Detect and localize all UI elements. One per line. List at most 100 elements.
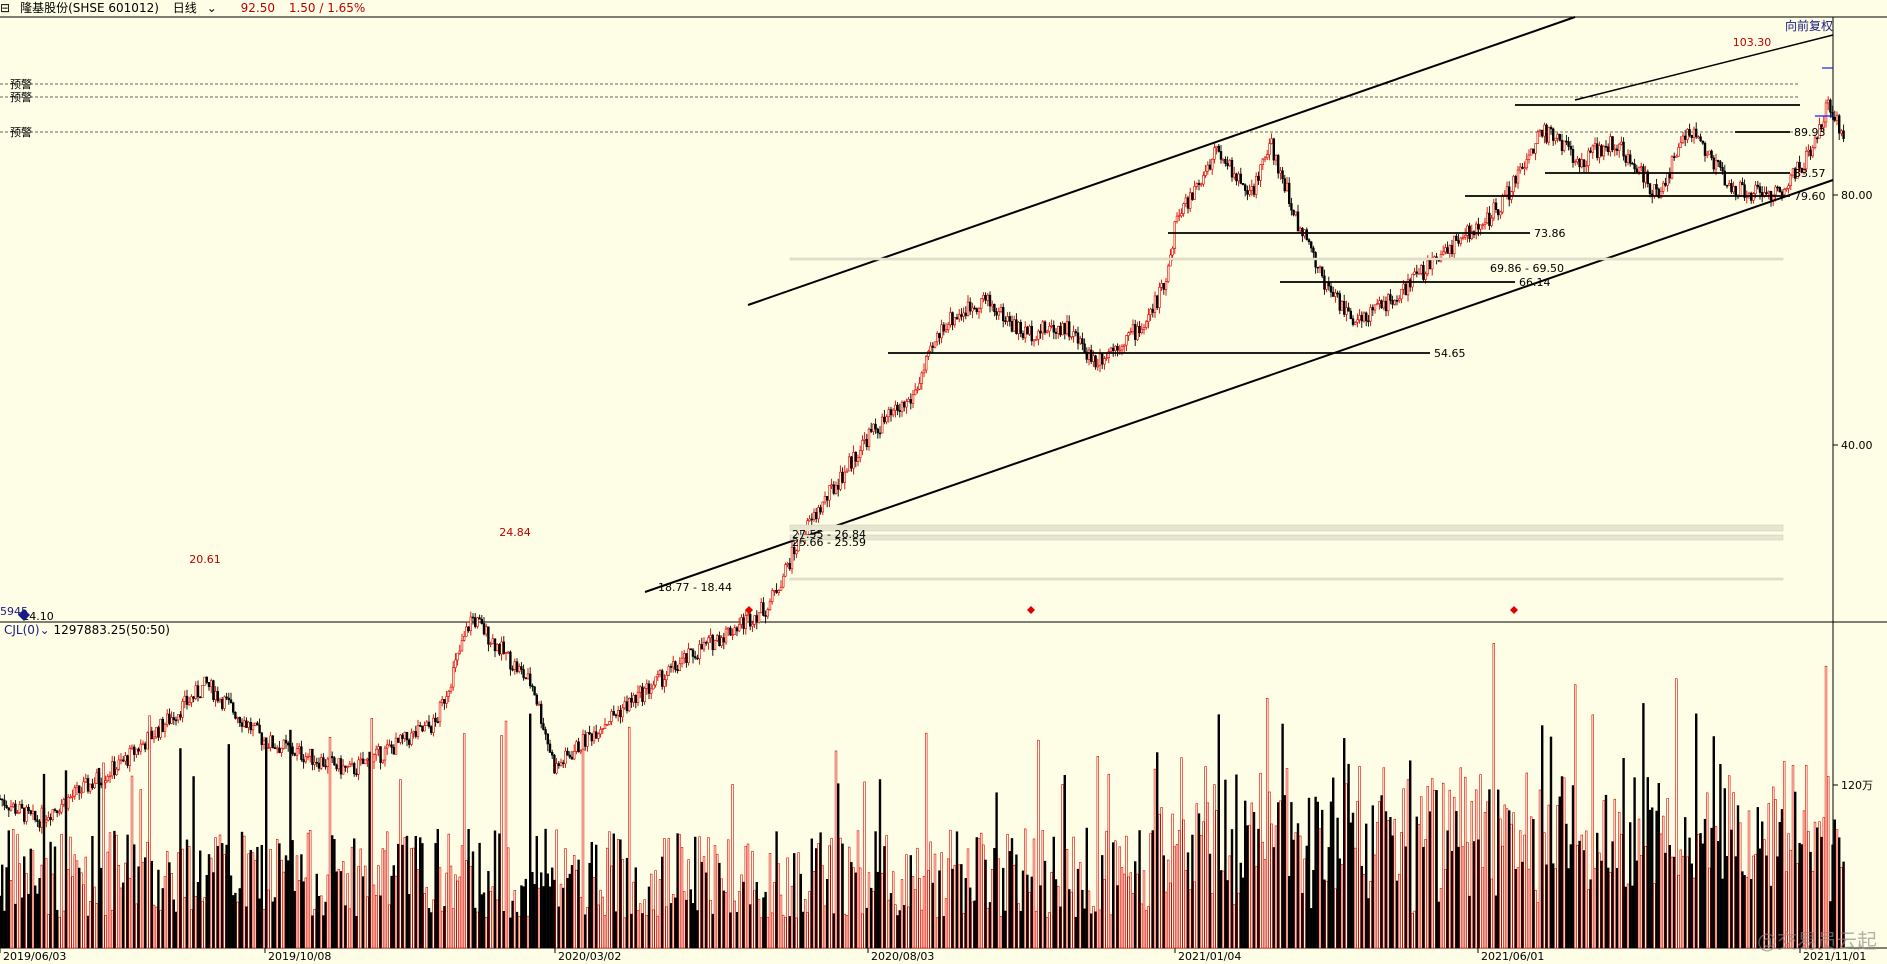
- volume-bar: [14, 903, 17, 949]
- candle-body: [1734, 186, 1738, 197]
- candle-body: [1635, 168, 1639, 173]
- volume-bar: [1213, 784, 1216, 949]
- chevron-down-icon[interactable]: ⌄: [39, 623, 50, 637]
- candle-body: [1400, 289, 1403, 300]
- candle-body: [850, 456, 853, 469]
- volume-bar: [1307, 797, 1311, 949]
- candle-body: [1758, 186, 1762, 193]
- volume-bar: [1167, 859, 1170, 949]
- candle-body: [869, 428, 873, 432]
- candle-body: [346, 766, 349, 768]
- candle-body: [874, 423, 877, 430]
- volume-bar: [1296, 823, 1300, 949]
- candle-body: [1118, 349, 1122, 352]
- peak-label: 103.30: [1733, 36, 1772, 49]
- volume-bar: [377, 865, 380, 949]
- volume-bar: [775, 831, 778, 949]
- volume-bar: [542, 886, 545, 949]
- x-tick-label: 2021/01/04: [1178, 950, 1241, 963]
- volume-bar: [669, 903, 673, 949]
- volume-bar: [1347, 763, 1350, 949]
- candle-body: [282, 739, 285, 749]
- volume-bar: [896, 915, 899, 949]
- x-tick-label: 2021/06/01: [1481, 950, 1544, 963]
- volume-bar: [1096, 756, 1100, 949]
- volume-bar: [440, 910, 444, 949]
- volume-bar: [1444, 869, 1447, 949]
- volume-bar: [667, 838, 671, 949]
- candle-body: [929, 345, 932, 352]
- candle-body: [91, 783, 94, 788]
- candle-body: [1659, 190, 1663, 198]
- volume-bar: [1519, 830, 1522, 949]
- volume-bar: [839, 837, 842, 949]
- candle-body: [693, 656, 697, 659]
- volume-bar: [883, 846, 886, 949]
- candle-body: [1409, 279, 1412, 288]
- volume-bar: [1050, 872, 1053, 949]
- volume-bar: [583, 914, 587, 949]
- volume-bar: [1681, 855, 1685, 949]
- volume-bar: [997, 858, 1001, 949]
- volume-bar: [841, 843, 844, 949]
- candle-body: [1653, 184, 1656, 197]
- volume-bar: [0, 895, 2, 949]
- candle-body: [1604, 145, 1608, 148]
- volume-bar: [792, 853, 796, 949]
- candle-body: [773, 589, 776, 592]
- settings-icon[interactable]: ⊟: [0, 1, 11, 15]
- candle-body: [1813, 137, 1817, 149]
- volume-bar: [385, 831, 389, 949]
- candle-body: [762, 602, 765, 616]
- volume-indicator[interactable]: CJL(0): [4, 623, 40, 637]
- candle-body: [1446, 247, 1449, 254]
- volume-bar: [401, 844, 404, 949]
- candle-body: [698, 644, 701, 659]
- candle-body: [256, 722, 259, 726]
- volume-bar: [535, 836, 539, 949]
- volume-bar: [753, 890, 756, 949]
- period-selector[interactable]: 日线 ⌄: [172, 1, 217, 15]
- candle-body: [201, 684, 204, 698]
- volume-bar: [58, 916, 61, 949]
- candle-body: [86, 778, 90, 792]
- candle-body: [1006, 316, 1009, 322]
- volume-bar: [0, 864, 4, 949]
- volume-bar: [1246, 825, 1249, 949]
- volume-bar: [1637, 818, 1641, 949]
- candle-body: [25, 806, 28, 822]
- volume-bar: [478, 842, 481, 949]
- volume-bar: [977, 838, 981, 949]
- candle-body: [223, 696, 226, 709]
- volume-bar: [445, 872, 448, 949]
- volume-bar: [388, 904, 391, 949]
- candle-body: [1791, 168, 1795, 176]
- volume-value: 1297883.25(50:50): [53, 623, 170, 637]
- candle-body: [1116, 345, 1119, 351]
- candle-body: [1164, 281, 1168, 290]
- candle-body: [817, 507, 820, 520]
- volume-bar: [590, 841, 594, 949]
- candle-body: [1015, 319, 1018, 334]
- volume-bar: [157, 869, 160, 949]
- stock-label[interactable]: 隆基股份(SHSE 601012): [20, 1, 159, 15]
- volume-bar: [1453, 796, 1456, 949]
- volume-bar: [1182, 819, 1185, 949]
- volume-bar: [1783, 761, 1786, 949]
- volume-bar: [355, 916, 358, 949]
- volume-bar: [757, 898, 761, 949]
- volume-bar: [1360, 865, 1364, 949]
- event-diamond: [1027, 606, 1035, 614]
- candle-body: [1365, 312, 1368, 322]
- volume-bar: [174, 911, 178, 949]
- adjust-button[interactable]: 向前复权: [1784, 19, 1833, 33]
- candle-body: [243, 720, 246, 727]
- candle-body: [526, 673, 530, 680]
- volume-bar: [1299, 835, 1302, 949]
- candle-body: [605, 724, 609, 726]
- candle-body: [1618, 143, 1621, 151]
- volume-bar: [128, 877, 131, 949]
- volume-bar: [163, 876, 167, 949]
- volume-bar: [1283, 795, 1287, 949]
